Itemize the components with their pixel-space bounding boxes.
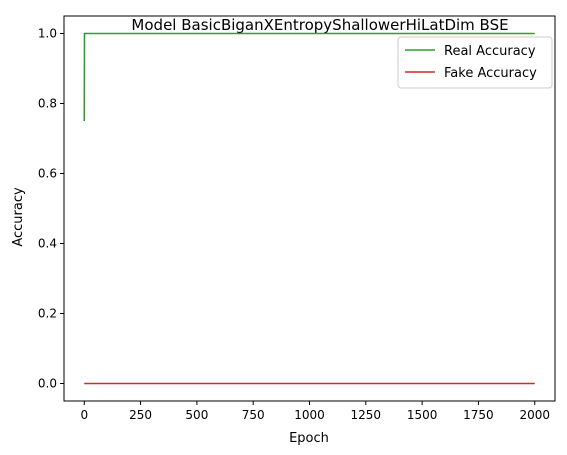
y-axis-label: Accuracy — [11, 187, 26, 247]
chart-title: Model BasicBiganXEntropyShallowerHiLatDi… — [131, 16, 508, 34]
y-tick-label: 1.0 — [38, 27, 57, 41]
x-tick-label: 1500 — [407, 408, 438, 422]
x-tick-label: 1750 — [463, 408, 494, 422]
y-tick-label: 0.2 — [38, 307, 57, 321]
x-tick-label: 1000 — [294, 408, 325, 422]
x-tick-label: 500 — [185, 408, 208, 422]
y-tick-label: 0.4 — [38, 237, 57, 251]
y-tick-label: 0.0 — [38, 377, 57, 391]
y-tick-label: 0.8 — [38, 97, 57, 111]
y-axis-ticks: 0.0 0.2 0.4 0.6 0.8 1.0 — [38, 27, 64, 391]
x-tick-label: 1250 — [351, 408, 382, 422]
legend-box — [397, 36, 553, 89]
x-axis-label: Epoch — [289, 431, 329, 446]
y-tick-label: 0.6 — [38, 167, 57, 181]
x-tick-label: 250 — [129, 408, 152, 422]
series-lines — [83, 32, 535, 385]
legend-label-real-accuracy: Real Accuracy — [444, 44, 536, 59]
x-axis-ticks: 0 250 500 750 1000 1250 1500 1750 2000 — [80, 401, 550, 422]
x-tick-label: 750 — [242, 408, 265, 422]
legend-label-fake-accuracy: Fake Accuracy — [444, 66, 537, 81]
series-line-real-accuracy — [83, 32, 535, 122]
x-tick-label: 0 — [80, 408, 88, 422]
legend: Real Accuracy Fake Accuracy — [397, 36, 553, 89]
x-tick-label: 2000 — [519, 408, 550, 422]
